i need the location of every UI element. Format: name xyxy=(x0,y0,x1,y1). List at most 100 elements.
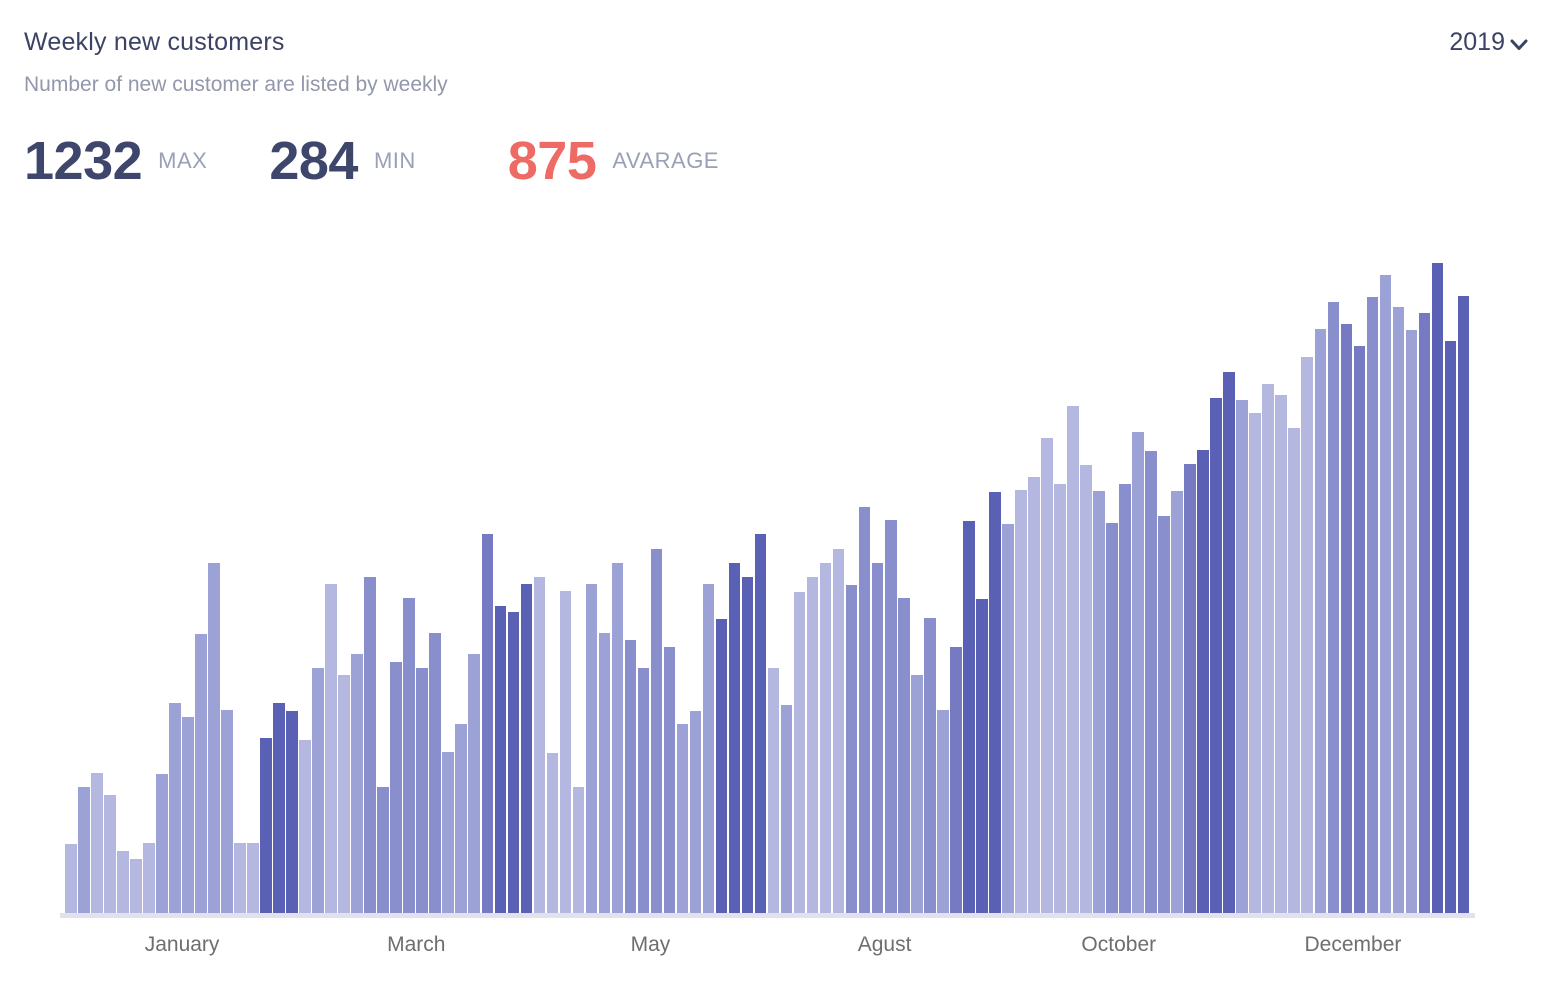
bar[interactable] xyxy=(650,548,663,913)
bar[interactable] xyxy=(637,668,650,913)
bar[interactable] xyxy=(338,675,350,913)
bar[interactable] xyxy=(898,598,910,913)
bar[interactable] xyxy=(1249,412,1261,913)
bar[interactable] xyxy=(273,703,285,913)
bar[interactable] xyxy=(416,668,428,913)
bar[interactable] xyxy=(1262,383,1274,913)
bar[interactable] xyxy=(1015,489,1027,913)
bar[interactable] xyxy=(728,563,741,913)
bar[interactable] xyxy=(494,605,507,913)
bar[interactable] xyxy=(819,563,832,913)
bar[interactable] xyxy=(130,859,142,913)
bar[interactable] xyxy=(1418,313,1431,913)
bar[interactable] xyxy=(325,583,337,913)
bar[interactable] xyxy=(871,563,884,913)
bar[interactable] xyxy=(663,647,676,913)
bar[interactable] xyxy=(1184,464,1196,913)
bar[interactable] xyxy=(1197,449,1209,913)
bar[interactable] xyxy=(468,653,480,913)
bar[interactable] xyxy=(1223,372,1235,913)
bar[interactable] xyxy=(1080,465,1092,913)
bar[interactable] xyxy=(1392,306,1405,913)
bar[interactable] xyxy=(585,583,598,913)
bar[interactable] xyxy=(676,724,689,913)
bar[interactable] xyxy=(1210,398,1222,913)
bar[interactable] xyxy=(924,618,936,913)
bar[interactable] xyxy=(624,640,637,913)
bar[interactable] xyxy=(507,612,520,913)
bar[interactable] xyxy=(104,794,116,913)
bar[interactable] xyxy=(754,534,767,913)
bar[interactable] xyxy=(1236,400,1248,913)
bar[interactable] xyxy=(559,591,572,913)
bar[interactable] xyxy=(689,710,702,913)
bar[interactable] xyxy=(1028,477,1040,913)
bar[interactable] xyxy=(1093,490,1105,913)
bar[interactable] xyxy=(1327,302,1340,913)
bar[interactable] xyxy=(169,703,181,913)
bar[interactable] xyxy=(989,491,1001,913)
bar[interactable] xyxy=(364,576,376,913)
bar[interactable] xyxy=(1002,524,1014,913)
bar[interactable] xyxy=(533,576,546,913)
bar[interactable] xyxy=(884,519,897,913)
bar[interactable] xyxy=(611,563,624,913)
bar[interactable] xyxy=(572,786,585,913)
bar[interactable] xyxy=(1145,450,1157,913)
bar[interactable] xyxy=(91,773,103,913)
bar[interactable] xyxy=(260,737,272,913)
bar[interactable] xyxy=(1353,345,1366,913)
bar[interactable] xyxy=(520,583,533,913)
bar[interactable] xyxy=(1431,263,1444,913)
bar[interactable] xyxy=(299,739,311,913)
bar[interactable] xyxy=(741,576,754,913)
bar[interactable] xyxy=(1054,484,1066,913)
bar[interactable] xyxy=(1119,484,1131,913)
bar[interactable] xyxy=(442,752,454,913)
bar[interactable] xyxy=(1275,394,1287,913)
bar[interactable] xyxy=(806,576,819,913)
bar[interactable] xyxy=(1041,438,1053,913)
bar[interactable] xyxy=(780,705,793,913)
bar[interactable] xyxy=(1067,405,1079,913)
bar[interactable] xyxy=(845,584,858,913)
bar[interactable] xyxy=(143,842,155,913)
bar[interactable] xyxy=(351,653,363,913)
bar[interactable] xyxy=(1288,428,1300,913)
year-selector[interactable]: 2019 xyxy=(1449,28,1528,57)
bar[interactable] xyxy=(598,632,611,913)
bar[interactable] xyxy=(429,632,441,913)
bar[interactable] xyxy=(481,534,494,913)
bar[interactable] xyxy=(1366,296,1379,913)
bar[interactable] xyxy=(78,786,90,913)
bar[interactable] xyxy=(455,724,467,913)
bar[interactable] xyxy=(767,668,780,913)
bar[interactable] xyxy=(1444,341,1457,913)
bar[interactable] xyxy=(1301,356,1313,913)
bar[interactable] xyxy=(1379,275,1392,913)
bar[interactable] xyxy=(247,842,259,913)
bar[interactable] xyxy=(937,709,949,913)
bar[interactable] xyxy=(1132,431,1144,913)
bar[interactable] xyxy=(911,675,923,913)
bar[interactable] xyxy=(976,599,988,913)
bar[interactable] xyxy=(832,548,845,913)
bar[interactable] xyxy=(312,668,324,913)
bar[interactable] xyxy=(793,592,806,913)
bar[interactable] xyxy=(221,709,233,913)
bar[interactable] xyxy=(156,774,168,913)
bar[interactable] xyxy=(286,710,298,913)
bar[interactable] xyxy=(195,633,207,913)
bar[interactable] xyxy=(65,843,77,913)
bar[interactable] xyxy=(1158,516,1170,913)
bar[interactable] xyxy=(1405,330,1418,913)
bar[interactable] xyxy=(1171,490,1183,913)
bar[interactable] xyxy=(1340,324,1353,913)
bar[interactable] xyxy=(234,842,246,913)
bar[interactable] xyxy=(182,717,194,913)
bar[interactable] xyxy=(1314,328,1327,913)
bar[interactable] xyxy=(377,786,389,913)
bar[interactable] xyxy=(117,850,129,913)
bar[interactable] xyxy=(1106,523,1118,913)
bar[interactable] xyxy=(702,583,715,913)
